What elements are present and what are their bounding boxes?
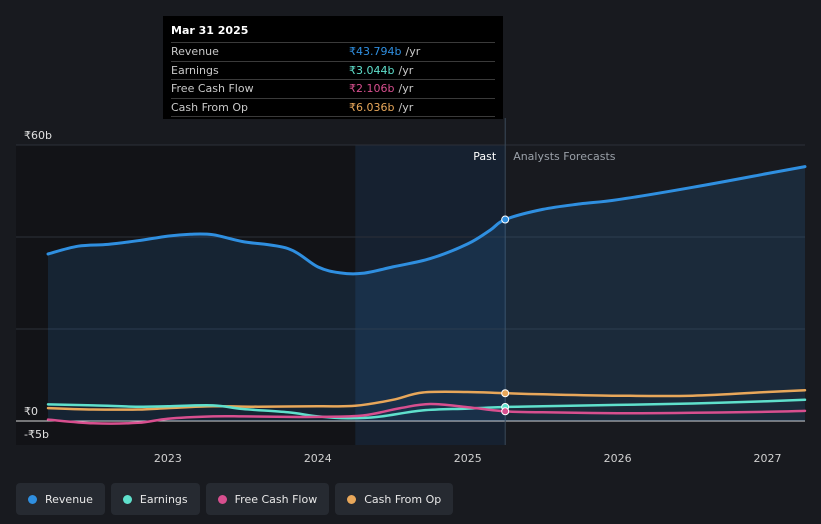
forecast-label: Analysts Forecasts — [513, 150, 616, 163]
tooltip-unit: /yr — [398, 82, 414, 95]
legend-dot-icon — [217, 494, 227, 504]
free-cash-flow-line — [46, 402, 807, 425]
legend-item-revenue[interactable]: Revenue — [16, 483, 105, 515]
tooltip-row-free-cash-flow: Free Cash Flow ₹2.106b /yr — [171, 80, 495, 99]
legend-dot-icon — [347, 494, 357, 504]
tooltip-label: Free Cash Flow — [171, 82, 254, 95]
tooltip-value: ₹43.794b — [349, 45, 402, 58]
past-background — [16, 145, 356, 445]
y-tick-label: ₹60b — [24, 129, 52, 142]
revenue-line — [46, 165, 807, 276]
x-tick-label: 2026 — [604, 452, 632, 465]
legend: Revenue Earnings Free Cash Flow Cash Fro… — [16, 483, 454, 515]
past-label: Past — [473, 150, 497, 163]
free-cash-flow-marker — [501, 407, 510, 416]
cash-from-op-line — [46, 388, 807, 411]
y-tick-label: -₹5b — [24, 428, 49, 441]
earnings-line — [46, 398, 807, 420]
tooltip-unit: /yr — [398, 63, 414, 77]
y-tick-label: ₹0 — [24, 405, 38, 418]
tooltip-unit: /yr — [405, 45, 421, 58]
legend-item-cash-from-op[interactable]: Cash From Op — [335, 483, 454, 515]
tooltip-label: Earnings — [171, 63, 219, 77]
legend-label: Free Cash Flow — [234, 492, 318, 506]
tooltip-unit: /yr — [398, 100, 414, 114]
cash-from-op-marker — [501, 389, 510, 398]
tooltip-value: ₹6.036b — [349, 100, 395, 114]
legend-item-earnings[interactable]: Earnings — [110, 483, 200, 515]
x-tick-label: 2027 — [754, 452, 782, 465]
tooltip-value: ₹3.044b — [349, 63, 395, 77]
revenue-area — [48, 166, 805, 421]
legend-item-free-cash-flow[interactable]: Free Cash Flow — [205, 483, 330, 515]
tooltip-row-revenue: Revenue ₹43.794b /yr — [171, 43, 495, 62]
tooltip-label: Cash From Op — [171, 100, 249, 114]
legend-label: Earnings — [139, 492, 188, 506]
tooltip-label: Revenue — [171, 45, 219, 58]
x-tick-label: 2025 — [454, 452, 482, 465]
revenue-marker — [501, 215, 510, 224]
legend-dot-icon — [122, 494, 132, 504]
tooltip-row-cash-from-op: Cash From Op ₹6.036b /yr — [171, 99, 495, 117]
tooltip-value: ₹2.106b — [349, 82, 395, 95]
tooltip: Mar 31 2025 Revenue ₹43.794b /yr Earning… — [163, 16, 503, 119]
past-highlight-band — [355, 145, 506, 445]
legend-dot-icon — [28, 494, 37, 504]
legend-label: Revenue — [45, 492, 93, 506]
x-tick-label: 2024 — [304, 452, 332, 465]
tooltip-date: Mar 31 2025 — [171, 24, 495, 43]
legend-label: Cash From Op — [364, 492, 442, 506]
x-tick-label: 2023 — [154, 452, 182, 465]
tooltip-row-earnings: Earnings ₹3.044b /yr — [171, 62, 495, 80]
